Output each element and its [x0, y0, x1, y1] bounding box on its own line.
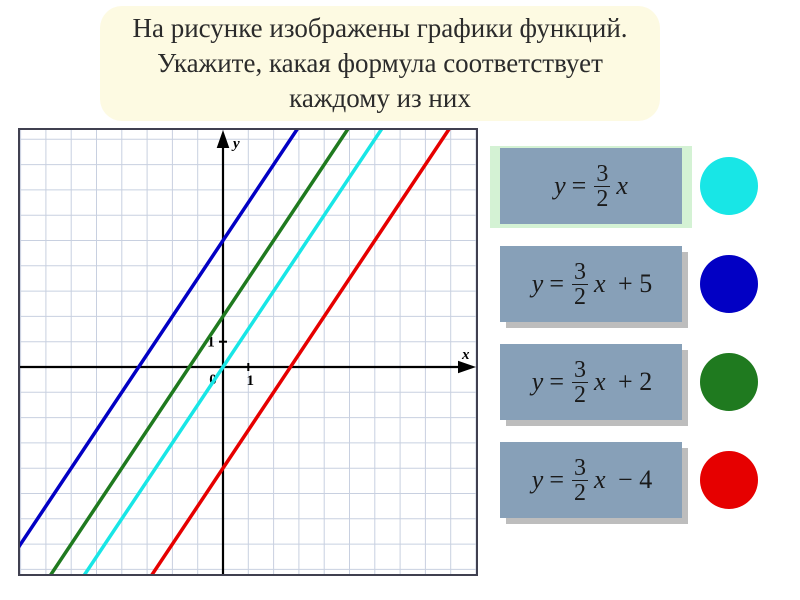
svg-text:x: x — [461, 347, 470, 363]
chart-svg: 011xy — [20, 130, 476, 574]
formula-card[interactable]: y=32x + 5 — [500, 246, 682, 322]
svg-text:1: 1 — [247, 373, 255, 389]
legend: y=32x y=32x + 5 y=32x + 2 y=32x − 4 — [500, 148, 790, 540]
formula-card[interactable]: y=32x + 2 — [500, 344, 682, 420]
prompt-text: На рисунке изображены графики функций. У… — [128, 11, 632, 116]
color-dot[interactable] — [700, 255, 758, 313]
formula-card[interactable]: y=32x — [500, 148, 682, 224]
formula-face: y=32x − 4 — [500, 442, 682, 518]
prompt-box: На рисунке изображены графики функций. У… — [100, 6, 660, 121]
color-dot[interactable] — [700, 157, 758, 215]
legend-row: y=32x — [500, 148, 790, 224]
svg-text:y: y — [231, 136, 240, 152]
color-dot[interactable] — [700, 451, 758, 509]
formula-face: y=32x + 5 — [500, 246, 682, 322]
formula-face: y=32x + 2 — [500, 344, 682, 420]
legend-row: y=32x + 2 — [500, 344, 790, 420]
formula-card[interactable]: y=32x − 4 — [500, 442, 682, 518]
formula-face: y=32x — [500, 148, 682, 224]
chart-panel: 011xy — [18, 128, 478, 576]
legend-row: y=32x + 5 — [500, 246, 790, 322]
legend-row: y=32x − 4 — [500, 442, 790, 518]
color-dot[interactable] — [700, 353, 758, 411]
